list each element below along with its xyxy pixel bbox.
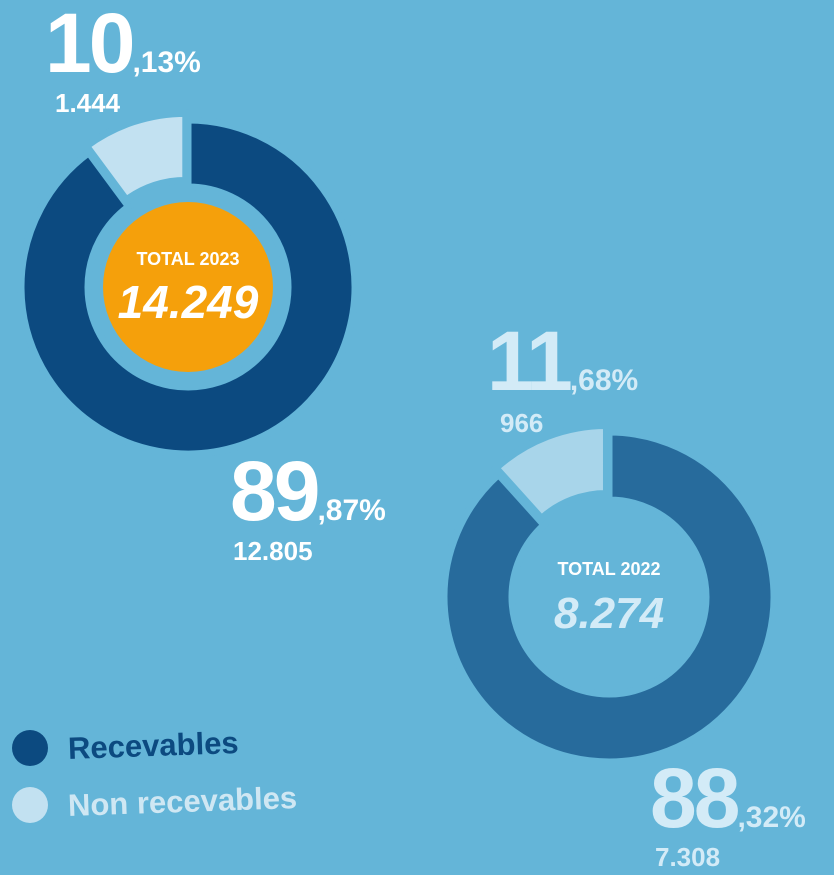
count-label: 966	[500, 408, 543, 438]
value-label-decimal: ,32%	[737, 801, 805, 834]
donut-slice	[440, 428, 778, 766]
center-title: TOTAL 2023	[136, 249, 239, 269]
donut-slice	[17, 116, 359, 458]
donut-slice	[81, 109, 190, 205]
value-label-decimal: ,13%	[132, 46, 200, 79]
legend-label: Non recevables	[67, 780, 297, 823]
legend-swatch	[12, 730, 48, 766]
legend-swatch	[12, 787, 48, 823]
value-label: 89,87%	[230, 444, 386, 538]
value-label: 10,13%	[45, 0, 201, 90]
center-disk	[103, 202, 273, 372]
donut-slice	[491, 421, 610, 524]
center-title: TOTAL 2022	[557, 559, 660, 579]
count-label: 12.805	[233, 536, 313, 566]
value-label-integer: 10	[45, 0, 133, 90]
count-label: 7.308	[655, 842, 720, 872]
value-label-integer: 88	[650, 751, 739, 845]
value-label-decimal: ,68%	[570, 364, 638, 397]
legend-label: Recevables	[67, 725, 239, 766]
count-label: 1.444	[55, 88, 121, 118]
value-label-decimal: ,87%	[317, 494, 385, 527]
center-total: 14.249	[118, 276, 259, 328]
center-total: 8.274	[554, 589, 664, 638]
value-label: 11,68%	[487, 314, 638, 408]
value-label: 88,32%	[650, 751, 806, 845]
value-label-integer: 11	[487, 314, 571, 408]
value-label-integer: 89	[230, 444, 318, 538]
